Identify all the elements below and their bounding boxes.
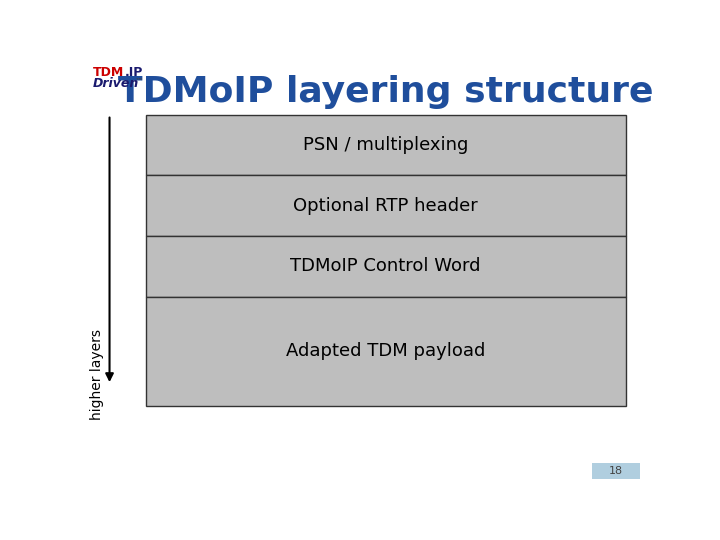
Text: TDM: TDM: [93, 66, 124, 79]
Text: PSN / multiplexing: PSN / multiplexing: [303, 136, 469, 154]
Text: TDMoIP Control Word: TDMoIP Control Word: [290, 257, 481, 275]
Text: higher layers: higher layers: [90, 329, 104, 420]
Bar: [145, 296, 626, 406]
Text: Adapted TDM payload: Adapted TDM payload: [286, 342, 485, 360]
Text: Driven: Driven: [93, 77, 139, 90]
Text: Optional RTP header: Optional RTP header: [293, 197, 478, 215]
Text: TDMoIP layering structure: TDMoIP layering structure: [118, 75, 654, 109]
Bar: [145, 236, 626, 296]
Text: .IP: .IP: [125, 66, 143, 79]
Bar: [145, 114, 626, 176]
Text: ™: ™: [135, 77, 143, 86]
Bar: [145, 176, 626, 236]
Bar: [593, 463, 639, 478]
Text: 18: 18: [609, 465, 623, 476]
